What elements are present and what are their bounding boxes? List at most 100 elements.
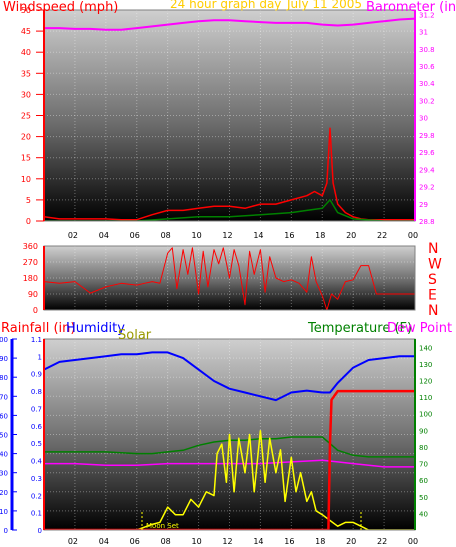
date-label: July 11 2005 <box>286 0 362 11</box>
temperature-tick-label: 100 <box>419 411 432 419</box>
rain-tick-label: 1 <box>38 353 42 361</box>
direction-grid <box>44 246 415 310</box>
x-tick-label: 16 <box>284 231 294 240</box>
solar-line <box>44 429 415 530</box>
barometer-tick-label: 31.2 <box>419 11 435 19</box>
barometer-tick-label: 31 <box>419 29 428 37</box>
period-label: 24 hour graph day <box>170 0 281 11</box>
rain-tick-label: 0.6 <box>31 423 43 431</box>
compass-letter: E <box>428 288 437 304</box>
rainfall-line <box>44 389 415 530</box>
humidity-axis-title: Humidity <box>66 321 125 336</box>
x-tick-label: 04 <box>99 537 109 546</box>
temperature-tick-label: 140 <box>419 344 432 352</box>
x-tick-label: 02 <box>68 537 78 546</box>
x-tick-label: 02 <box>68 231 78 240</box>
x-tick-label: 00 <box>408 537 418 546</box>
direction-series <box>44 247 415 310</box>
wind-plot-area <box>44 10 415 221</box>
rainfall-axis-title: Rainfall (in) <box>1 321 75 336</box>
barometer-tick-label: 30.4 <box>419 80 435 88</box>
compass-letter: S <box>428 272 437 288</box>
windspeed-tick-label: 45 <box>21 27 31 36</box>
temperature-tick-label: 90 <box>419 427 428 435</box>
wind-series <box>44 17 415 221</box>
rain-tick-label: 0.3 <box>31 475 42 483</box>
direction-axis-ticks: 360 270 180 90 0 <box>23 242 38 315</box>
windspeed-tick-label: 50 <box>21 6 31 15</box>
dewpoint-axis-title: Dew Point ( <box>387 321 456 336</box>
main-series <box>44 351 415 530</box>
rain-tick-label: 0 <box>38 527 42 535</box>
direction-tick-label: 90 <box>28 290 38 299</box>
main-grid <box>44 339 415 530</box>
humidity-line <box>44 351 415 402</box>
compass-letter: N <box>428 303 438 319</box>
rain-tick-label: 1.1 <box>31 336 42 344</box>
temperature-axis-title: Temperature (F) <box>307 321 412 336</box>
temperature-tick-label: 40 <box>419 510 428 518</box>
barometer-tick-label: 30.8 <box>419 46 435 54</box>
x-tick-label: 08 <box>161 231 171 240</box>
rain-tick-label: 0.7 <box>31 405 42 413</box>
dewpoint-line <box>44 459 415 468</box>
barometer-tick-label: 29.2 <box>419 184 435 192</box>
humidity-tick-label: 40 <box>0 451 8 459</box>
x-tick-label: 10 <box>191 231 201 240</box>
x-tick-label: 10 <box>191 537 201 546</box>
barometer-tick-label: 30.6 <box>419 63 435 71</box>
humidity-tick-label: 30 <box>0 470 8 478</box>
direction-tick-label: 180 <box>23 274 38 283</box>
direction-tick-label: 270 <box>23 258 38 267</box>
windspeed-tick-label: 40 <box>21 48 31 57</box>
temperature-tick-label: 70 <box>419 461 428 469</box>
x-tick-label: 06 <box>130 231 140 240</box>
x-tick-label: 16 <box>284 537 294 546</box>
windspeed-tick-label: 15 <box>21 154 31 163</box>
temperature-tick-label: 80 <box>419 444 428 452</box>
barometer-tick-label: 30 <box>419 115 428 123</box>
humidity-tick-label: 80 <box>0 374 8 382</box>
windspeed-tick-label: 5 <box>26 196 31 205</box>
x-tick-label: 20 <box>346 231 356 240</box>
x-tick-label: 22 <box>377 537 387 546</box>
windspeed-tick-label: 35 <box>21 69 31 78</box>
x-tick-label: 12 <box>222 537 232 546</box>
wind-barometer-panel: 0 5 10 15 20 25 30 35 40 45 50 28.8 29 29.2 29.4 29.6 29… <box>3 0 456 240</box>
windspeed-axis-title: Windspeed (mph) <box>3 0 118 15</box>
direction-tick-label: 360 <box>23 242 38 251</box>
temperature-tick-label: 110 <box>419 394 432 402</box>
windspeed-line <box>44 127 415 221</box>
humidity-tick-label: 50 <box>0 432 8 440</box>
barometer-tick-label: 29.8 <box>419 132 435 140</box>
humidity-tick-label: 90 <box>0 355 8 363</box>
barometer-tick-label: 29 <box>419 201 428 209</box>
x-tick-label: 08 <box>161 537 171 546</box>
wind-grid <box>44 10 415 221</box>
gust-line <box>44 199 415 221</box>
windspeed-tick-label: 30 <box>21 90 31 99</box>
barometer-tick-label: 30.2 <box>419 97 435 105</box>
barometer-line <box>44 17 415 31</box>
temperature-tick-label: 60 <box>419 477 428 485</box>
solar-axis-title: Solar <box>118 328 152 343</box>
moonset-label: Moon Set <box>146 522 179 530</box>
barometer-tick-label: 28.8 <box>419 218 435 226</box>
rain-tick-label: 0.5 <box>31 440 42 448</box>
windspeed-tick-label: 0 <box>26 217 31 226</box>
rain-humidity-temperature-panel: 010203040506070809010000.10.20.30.40.50.… <box>0 321 456 546</box>
humidity-tick-label: 10 <box>0 508 8 516</box>
barometer-tick-label: 29.6 <box>419 149 435 157</box>
barometer-axis-title: Barometer (in) <box>366 0 456 15</box>
temperature-tick-label: 120 <box>419 378 432 386</box>
x-tick-label: 18 <box>315 231 325 240</box>
main-axis-ticks: 010203040506070809010000.10.20.30.40.50.… <box>0 336 432 546</box>
x-tick-label: 14 <box>253 537 263 546</box>
x-tick-label: 04 <box>99 231 109 240</box>
wind-axis-ticks: 0 5 10 15 20 25 30 35 40 45 50 28.8 29 29.2 29.4 29.6 29… <box>21 6 435 240</box>
windspeed-tick-label: 25 <box>21 112 31 121</box>
humidity-tick-label: 20 <box>0 489 8 497</box>
